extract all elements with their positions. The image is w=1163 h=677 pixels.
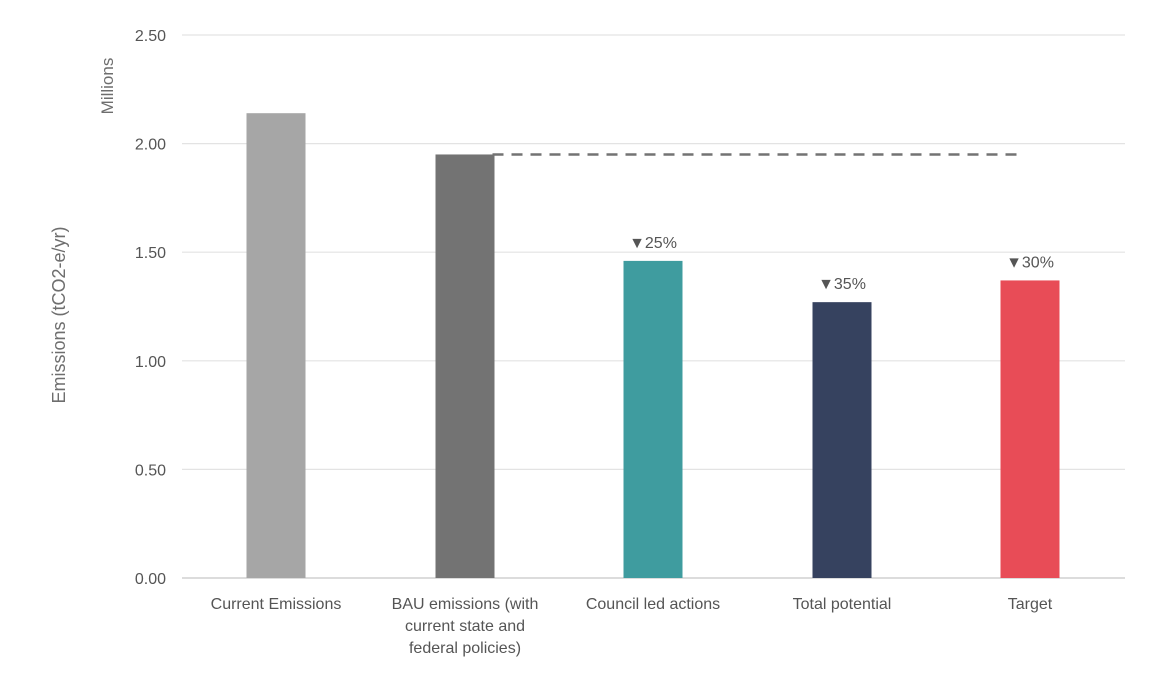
y-tick-label: 0.00 xyxy=(135,571,166,588)
bar-annotations: ▼25% ▼35% ▼30% xyxy=(629,235,1054,293)
x-category-label: BAU emissions (with xyxy=(392,596,539,613)
bars xyxy=(246,113,1060,578)
x-category-label: Council led actions xyxy=(586,596,720,613)
bar xyxy=(1000,280,1060,578)
y-axis-units: Millions xyxy=(98,58,117,115)
bar xyxy=(246,113,306,578)
y-tick-label: 2.00 xyxy=(135,137,166,154)
x-axis-categories: Current Emissions BAU emissions (with curr… xyxy=(211,596,1053,657)
bar-annotation: ▼35% xyxy=(818,276,866,293)
x-category-label: Total potential xyxy=(793,596,892,613)
bar xyxy=(812,302,872,578)
x-category-label: Target xyxy=(1008,596,1053,613)
y-tick-label: 0.50 xyxy=(135,462,166,479)
bar-annotation: ▼30% xyxy=(1006,254,1054,271)
bar-annotation: ▼25% xyxy=(629,235,677,252)
bar xyxy=(623,260,683,578)
y-axis-title: Emissions (tCO2-e/yr) xyxy=(49,226,69,403)
y-tick-label: 1.50 xyxy=(135,245,166,262)
x-category-label: Current Emissions xyxy=(211,596,342,613)
y-tick-label: 1.00 xyxy=(135,354,166,371)
x-category-label: federal policies) xyxy=(409,640,521,657)
bar xyxy=(435,154,495,578)
x-category-label: current state and xyxy=(405,618,525,635)
y-axis-ticks: 0.00 0.50 1.00 1.50 2.00 2.50 xyxy=(135,28,166,588)
y-tick-label: 2.50 xyxy=(135,28,166,45)
